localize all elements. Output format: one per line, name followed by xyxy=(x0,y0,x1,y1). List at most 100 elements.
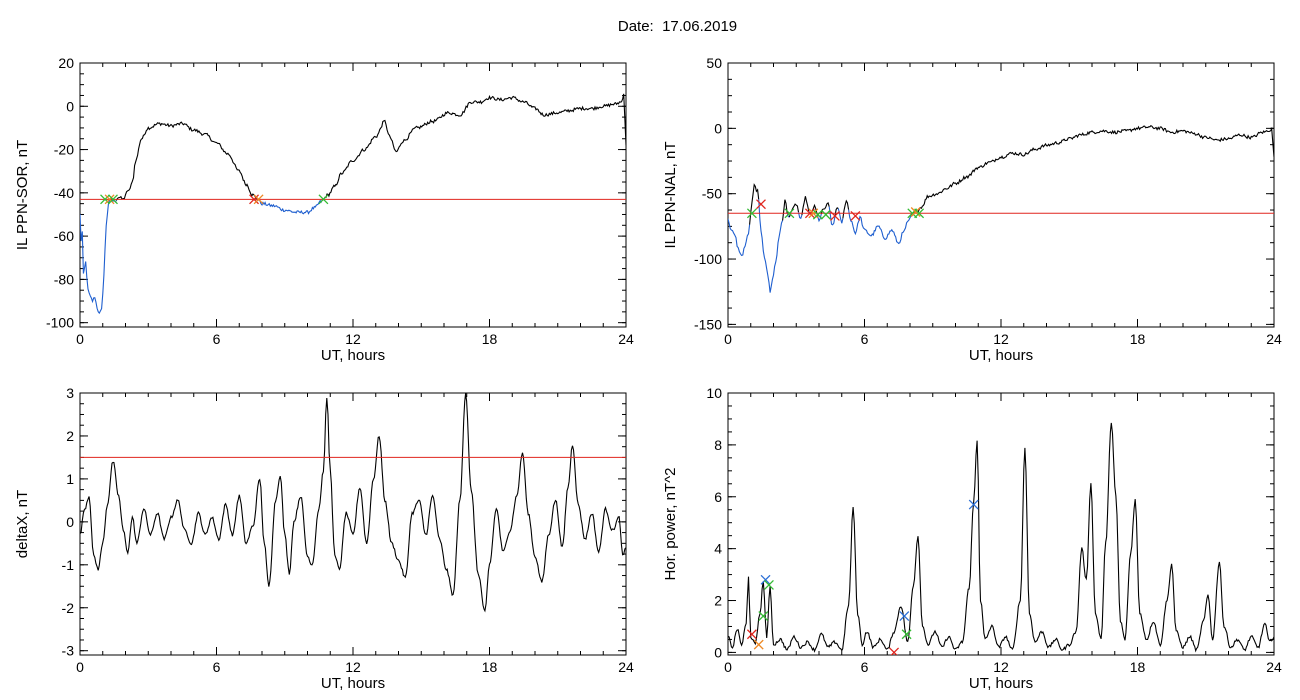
series-line-below-threshold xyxy=(837,208,844,224)
y-axis-label: IL PPN-NAL, nT xyxy=(662,142,679,249)
series-line xyxy=(916,125,1274,214)
event-marker xyxy=(249,194,259,205)
x-tick-label: 0 xyxy=(724,331,732,347)
x-tick-label: 6 xyxy=(213,331,221,347)
event-marker xyxy=(763,580,774,590)
y-tick-label: 10 xyxy=(706,385,722,401)
series-line xyxy=(322,93,626,201)
y-tick-label: -60 xyxy=(54,228,74,244)
y-axis-label: IL PPN-SOR, nT xyxy=(14,140,31,250)
x-tick-label: 6 xyxy=(861,331,869,347)
event-marker xyxy=(968,499,979,510)
y-tick-label: -1 xyxy=(62,557,75,573)
event-marker xyxy=(746,208,757,219)
y-tick-label: -3 xyxy=(62,643,75,659)
event-marker xyxy=(901,629,912,640)
event-marker xyxy=(104,194,115,205)
x-tick-label: 6 xyxy=(213,659,221,675)
event-marker xyxy=(318,194,329,205)
figure-title-label: Date: xyxy=(617,18,654,35)
event-marker xyxy=(910,207,921,217)
x-tick-label: 0 xyxy=(76,659,84,675)
event-marker xyxy=(812,209,823,220)
y-axis-label: deltaX, nT xyxy=(14,490,31,558)
series-line xyxy=(80,393,626,613)
x-tick-label: 18 xyxy=(482,659,498,675)
event-marker xyxy=(758,611,769,622)
y-tick-label: 6 xyxy=(714,489,722,505)
series-line xyxy=(801,196,810,216)
series-line-below-threshold xyxy=(80,200,111,315)
y-tick-label: 3 xyxy=(66,385,74,401)
plot-area xyxy=(728,125,1274,293)
x-tick-label: 12 xyxy=(993,659,1009,675)
x-tick-label: 18 xyxy=(1130,659,1146,675)
plot-area xyxy=(80,393,626,613)
series-line-below-threshold xyxy=(848,209,914,245)
y-tick-label: 50 xyxy=(706,55,722,71)
figure-title: Date: 17.06.2019 xyxy=(0,18,1300,35)
event-marker xyxy=(914,208,925,219)
series-line-below-threshold xyxy=(728,218,751,257)
plot-frame xyxy=(79,62,627,328)
event-marker xyxy=(899,611,910,622)
series-line xyxy=(820,201,830,215)
series-line xyxy=(782,199,788,221)
y-tick-label: -50 xyxy=(702,186,722,202)
x-axis-label: UT, hours xyxy=(321,347,385,364)
series-line-below-threshold xyxy=(255,198,324,215)
plot-area xyxy=(80,93,626,315)
event-marker xyxy=(829,210,840,221)
x-tick-label: 24 xyxy=(1266,659,1282,675)
y-tick-label: 2 xyxy=(66,428,74,444)
event-marker xyxy=(753,639,764,650)
event-marker xyxy=(100,194,110,205)
x-tick-label: 0 xyxy=(724,659,732,675)
x-tick-label: 18 xyxy=(482,331,498,347)
x-tick-label: 18 xyxy=(1130,331,1146,347)
y-tick-label: -2 xyxy=(62,600,75,616)
x-tick-label: 6 xyxy=(861,659,869,675)
panel-il-sor: 0 6 12 18 24 -100 -80 -60 -40 -20 0 20 UT, hours IL P… xyxy=(14,55,634,364)
event-marker xyxy=(784,208,795,219)
event-marker xyxy=(820,209,831,220)
event-marker xyxy=(253,194,264,205)
y-tick-label: 4 xyxy=(714,541,722,557)
y-tick-label: -100 xyxy=(694,251,722,267)
event-marker xyxy=(850,210,861,221)
y-tick-label: 0 xyxy=(66,98,74,114)
y-tick-label: 20 xyxy=(58,55,74,71)
event-marker xyxy=(760,574,771,585)
plot-frame xyxy=(727,62,1275,328)
plot-area xyxy=(728,422,1274,655)
y-tick-label: -150 xyxy=(694,316,722,332)
y-tick-label: -80 xyxy=(54,271,74,287)
x-tick-label: 0 xyxy=(76,331,84,347)
event-marker xyxy=(889,647,900,655)
series-line xyxy=(749,183,760,225)
x-axis-label: UT, hours xyxy=(321,675,385,692)
figure-title-date: 17.06.2019 xyxy=(662,18,738,35)
x-axis-label: UT, hours xyxy=(969,347,1033,364)
event-marker xyxy=(804,208,815,219)
series-line xyxy=(728,422,1274,653)
y-tick-label: 0 xyxy=(714,644,722,660)
y-tick-label: 1 xyxy=(66,471,74,487)
y-tick-label: -20 xyxy=(54,142,74,158)
x-axis-label: UT, hours xyxy=(969,675,1033,692)
series-line xyxy=(842,199,850,219)
y-axis-label: Hor. power, nT^2 xyxy=(662,468,679,581)
event-marker xyxy=(746,629,757,640)
y-tick-label: 2 xyxy=(714,593,722,609)
y-tick-label: 0 xyxy=(66,514,74,530)
y-tick-label: -40 xyxy=(54,185,74,201)
y-tick-label: 0 xyxy=(714,120,722,136)
series-line-below-threshold xyxy=(797,211,803,220)
series-line xyxy=(115,121,257,201)
x-tick-label: 12 xyxy=(993,331,1009,347)
plot-frame xyxy=(79,392,627,656)
x-tick-label: 12 xyxy=(345,659,361,675)
